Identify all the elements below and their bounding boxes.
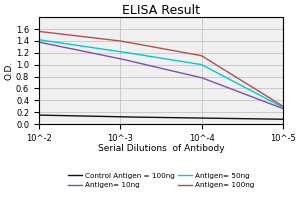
Antigen= 50ng (38, 39, 41, 41)
Control Antigen = 100ng (258, 118, 262, 120)
Line: Control Antigen = 100ng: Control Antigen = 100ng (39, 115, 283, 119)
Antigen= 50ng (187, 61, 190, 64)
Antigen= 10ng (38, 41, 41, 43)
Antigen= 100ng (187, 52, 190, 55)
Antigen= 50ng (258, 94, 262, 97)
Control Antigen = 100ng (38, 114, 41, 116)
Antigen= 50ng (37, 39, 41, 41)
Line: Antigen= 10ng: Antigen= 10ng (39, 42, 283, 109)
Control Antigen = 100ng (182, 117, 186, 119)
Antigen= 100ng (38, 30, 41, 33)
Line: Antigen= 100ng: Antigen= 100ng (39, 31, 283, 106)
Antigen= 100ng (258, 91, 262, 93)
Antigen= 100ng (182, 51, 186, 54)
Antigen= 10ng (187, 73, 190, 76)
Antigen= 100ng (243, 81, 246, 84)
Y-axis label: O.D.: O.D. (4, 61, 13, 80)
Antigen= 50ng (182, 61, 185, 63)
Control Antigen = 100ng (187, 117, 190, 119)
Antigen= 10ng (243, 93, 246, 95)
Antigen= 10ng (182, 72, 185, 75)
Antigen= 10ng (37, 41, 41, 43)
Control Antigen = 100ng (182, 117, 185, 119)
Title: ELISA Result: ELISA Result (122, 4, 200, 17)
Control Antigen = 100ng (281, 118, 285, 120)
Antigen= 10ng (258, 99, 262, 101)
Antigen= 100ng (281, 105, 285, 107)
Control Antigen = 100ng (37, 114, 41, 116)
Antigen= 100ng (37, 30, 41, 33)
Line: Antigen= 50ng: Antigen= 50ng (39, 40, 283, 107)
Antigen= 50ng (182, 61, 186, 63)
Legend: Control Antigen = 100ng, Antigen= 10ng, Antigen= 50ng, Antigen= 100ng: Control Antigen = 100ng, Antigen= 10ng, … (68, 172, 254, 188)
Control Antigen = 100ng (243, 117, 246, 120)
Antigen= 100ng (182, 51, 185, 54)
Antigen= 50ng (281, 106, 285, 109)
Antigen= 10ng (182, 72, 186, 75)
Antigen= 50ng (243, 86, 246, 88)
X-axis label: Serial Dilutions  of Antibody: Serial Dilutions of Antibody (98, 144, 224, 153)
Antigen= 10ng (281, 107, 285, 110)
